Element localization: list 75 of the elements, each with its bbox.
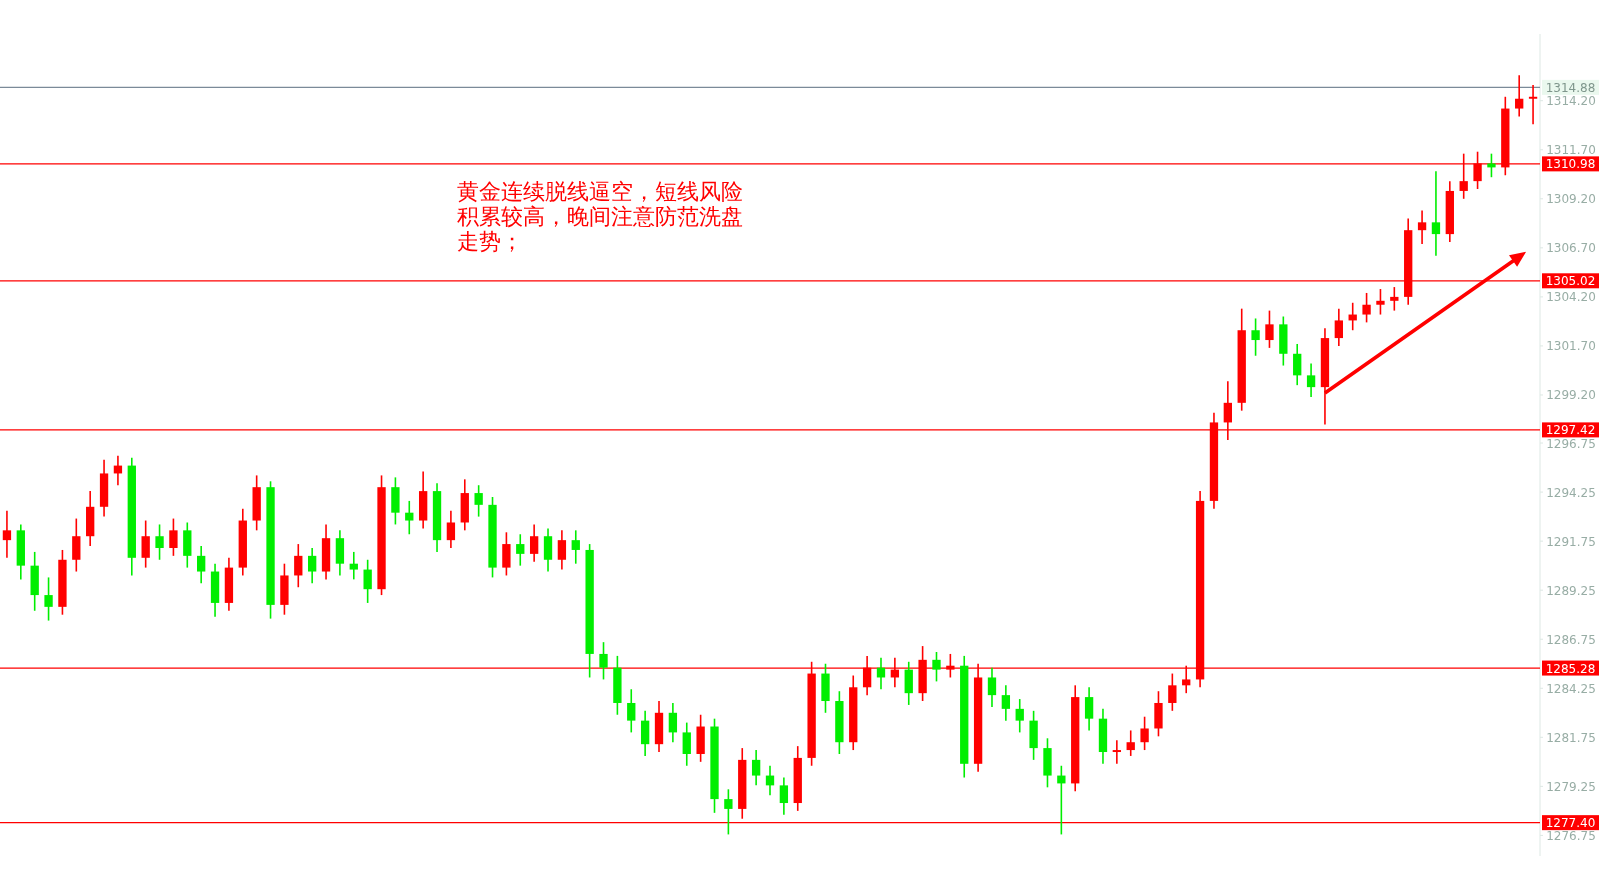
y-tick-label: 1276.75 [1546,828,1596,843]
candlestick [72,517,81,573]
candlestick [1015,698,1024,734]
y-tick-label: 1279.25 [1546,779,1596,794]
y-tick-label: 1289.25 [1546,583,1596,598]
candlestick [1265,309,1274,349]
annotation: 黄金连续脱线逼空，短线风险积累较高，晚间注意防范洗盘走势； [457,179,743,254]
candlestick [1140,715,1149,751]
candlestick [1112,739,1121,765]
ref-line-label: 1314.88 [1545,80,1596,95]
candlestick [349,551,358,581]
candlestick [1390,286,1399,312]
y-tick-label: 1294.25 [1546,485,1596,500]
y-tick-label: 1291.75 [1546,534,1596,549]
candlestick [1251,317,1260,357]
y-tick-label: 1309.20 [1546,192,1596,207]
candlestick [529,523,539,563]
ref-line-label: 1277.40 [1545,816,1596,831]
candlestick [1362,292,1371,324]
y-tick-label: 1311.70 [1546,143,1596,158]
candlestick [502,531,511,577]
candlestick [640,710,650,757]
candlestick [1376,288,1385,316]
y-tick-label: 1284.25 [1546,681,1596,696]
candlestick [44,576,53,622]
candlestick [1306,362,1316,398]
candlestick [405,500,414,536]
candlestick [363,558,372,604]
y-tick-label: 1286.75 [1546,632,1596,647]
y-tick-label: 1304.20 [1546,290,1596,305]
candlestick [627,688,636,734]
candlestick [1168,672,1177,712]
candlestick [987,666,997,708]
y-tick-label: 1296.75 [1546,436,1596,451]
ref-line-label: 1310.98 [1545,157,1596,172]
y-tick-label: 1306.70 [1546,241,1596,256]
ref-line-label: 1285.28 [1545,661,1596,676]
y-tick-label: 1299.20 [1546,388,1596,403]
candlestick [1001,684,1011,722]
candlestick [571,529,580,565]
y-tick-label: 1301.70 [1546,339,1596,354]
candlestick [141,519,150,569]
candlestick [779,776,789,816]
candlestick [169,517,178,557]
candlestick [543,527,553,573]
candlestick [751,749,761,787]
candlestick [1084,686,1094,732]
candlestick [516,533,525,567]
candlestick [1057,764,1066,836]
candlestick [1431,170,1441,257]
y-tick-label: 1281.75 [1546,730,1596,745]
candlestick [1417,209,1427,245]
candlestick [294,543,303,589]
candlestick [446,509,456,549]
candlestick [724,788,733,836]
candlestick [1293,343,1302,386]
candlestick [197,545,206,585]
candlestick [557,529,567,571]
candlestick [474,484,483,518]
candlestick [155,523,164,561]
candlestick [904,660,913,706]
candlestick [599,641,608,681]
candlestick [1515,74,1524,118]
candlestick [1528,84,1538,126]
candlestick [1126,729,1135,757]
y-tick-label: 1314.20 [1546,94,1596,109]
candlestick [2,509,12,559]
candlestick [308,547,317,585]
candlestick [1487,152,1496,179]
ref-line-label: 1297.42 [1545,423,1596,438]
ref-line-label: 1305.02 [1545,274,1596,289]
candlestick [682,721,691,767]
candlestick [932,651,941,683]
candlestick [668,702,678,744]
candlestick [1334,307,1343,347]
